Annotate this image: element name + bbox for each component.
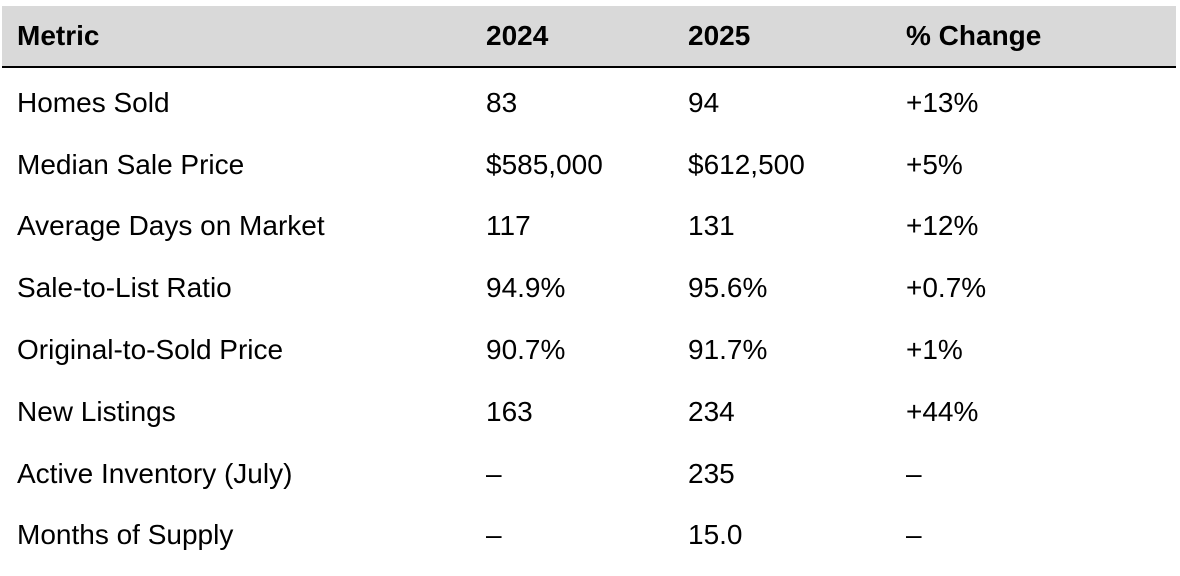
cell-metric: Active Inventory (July) xyxy=(17,457,293,489)
cell-pct-change: +1% xyxy=(906,334,963,366)
cell-metric: Homes Sold xyxy=(17,86,170,118)
table-row: Homes Sold 83 94 +13% xyxy=(2,67,1176,134)
market-stats-table-container: Metric 2024 2025 % Change Homes Sold 83 … xyxy=(2,6,1176,566)
cell-pct-change: +44% xyxy=(906,395,979,427)
cell-metric: Months of Supply xyxy=(17,519,234,551)
cell-pct-change: +5% xyxy=(906,148,963,180)
table-row: Months of Supply – 15.0 – xyxy=(2,505,1176,567)
cell-2025: 235 xyxy=(688,457,735,489)
market-stats-table: Metric 2024 2025 % Change Homes Sold 83 … xyxy=(2,6,1176,566)
header-2025: 2025 xyxy=(673,6,891,68)
cell-pct-change: – xyxy=(906,457,922,489)
table-body: Homes Sold 83 94 +13% Median Sale Price … xyxy=(2,67,1176,566)
cell-pct-change: +0.7% xyxy=(906,272,987,304)
cell-2025: 15.0 xyxy=(688,519,743,551)
cell-pct-change: +13% xyxy=(906,86,979,118)
cell-metric: Sale-to-List Ratio xyxy=(17,272,232,304)
cell-pct-change: +12% xyxy=(906,210,979,242)
cell-2024: $585,000 xyxy=(486,148,603,180)
cell-2024: 117 xyxy=(486,210,531,242)
header-pct-change: % Change xyxy=(891,6,1176,68)
table-row: Original-to-Sold Price 90.7% 91.7% +1% xyxy=(2,319,1176,381)
table-row: Active Inventory (July) – 235 – xyxy=(2,443,1176,505)
table-row: Sale-to-List Ratio 94.9% 95.6% +0.7% xyxy=(2,257,1176,319)
cell-2024: 83 xyxy=(486,86,518,118)
cell-2024: 163 xyxy=(486,395,533,427)
cell-2024: – xyxy=(486,519,502,551)
cell-2024: 94.9% xyxy=(486,272,566,304)
table-row: Median Sale Price $585,000 $612,500 +5% xyxy=(2,134,1176,196)
cell-pct-change: – xyxy=(906,519,922,551)
cell-metric: Median Sale Price xyxy=(17,148,245,180)
cell-2025: 131 xyxy=(688,210,735,242)
cell-2024: – xyxy=(486,457,502,489)
header-2024: 2024 xyxy=(471,6,673,68)
cell-2025: 94 xyxy=(688,86,720,118)
cell-2025: 95.6% xyxy=(688,272,768,304)
header-metric: Metric xyxy=(2,6,471,68)
cell-metric: Original-to-Sold Price xyxy=(17,334,284,366)
cell-2025: 91.7% xyxy=(688,334,768,366)
cell-metric: Average Days on Market xyxy=(17,210,325,242)
header-row: Metric 2024 2025 % Change xyxy=(2,6,1176,68)
cell-2024: 90.7% xyxy=(486,334,566,366)
cell-2025: 234 xyxy=(688,395,735,427)
table-header: Metric 2024 2025 % Change xyxy=(2,6,1176,68)
table-row: New Listings 163 234 +44% xyxy=(2,381,1176,443)
cell-2025: $612,500 xyxy=(688,148,805,180)
cell-metric: New Listings xyxy=(17,395,176,427)
table-row: Average Days on Market 117 131 +12% xyxy=(2,196,1176,258)
